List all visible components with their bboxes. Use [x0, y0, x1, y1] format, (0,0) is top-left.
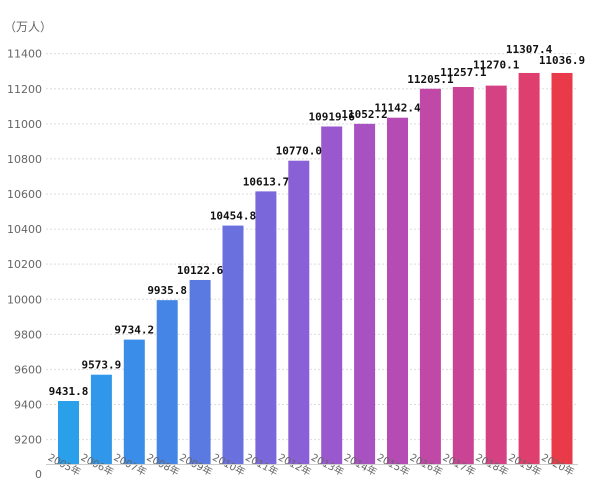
bar[interactable]: [58, 401, 79, 465]
bars: [58, 72, 573, 465]
data-label: 9431.8: [49, 385, 89, 398]
y-tick-label: 9600: [14, 363, 42, 376]
gridlines: [46, 53, 578, 441]
y-tick-label: 10800: [7, 153, 42, 166]
bar[interactable]: [156, 300, 178, 465]
y-tick-label: 10000: [7, 293, 42, 306]
data-label: 9935.8: [147, 284, 187, 297]
data-label: 10122.6: [177, 264, 224, 277]
y-tick-label: 10400: [7, 223, 42, 236]
bar[interactable]: [321, 126, 343, 465]
y-tick-label: 9400: [14, 399, 42, 412]
data-label: 11307.4: [506, 43, 553, 56]
data-label: 10919.6: [309, 110, 356, 123]
data-label: 11270.1: [473, 59, 520, 72]
bar[interactable]: [485, 85, 507, 465]
bar[interactable]: [452, 87, 474, 465]
bar[interactable]: [518, 72, 540, 465]
data-labels: 9431.8 9573.9 9734.2 9935.8 10122.6 10454.8 10…: [49, 43, 586, 398]
bar[interactable]: [551, 72, 573, 465]
bar[interactable]: [189, 279, 211, 465]
bar[interactable]: [288, 160, 310, 465]
data-label: 11036.9: [539, 54, 585, 67]
bar[interactable]: [354, 123, 376, 465]
data-label: 11052.2: [341, 108, 387, 121]
bar[interactable]: [123, 339, 145, 465]
bar[interactable]: [255, 191, 277, 465]
data-label: 10454.8: [210, 210, 256, 223]
bar[interactable]: [90, 374, 112, 465]
bar[interactable]: [222, 225, 244, 465]
data-label: 10770.0: [276, 145, 322, 158]
y-tick-label: 9200: [14, 434, 42, 447]
data-label: 11257.1: [440, 66, 487, 79]
data-label: 10613.7: [243, 175, 289, 188]
data-label: 9734.2: [114, 324, 154, 337]
data-label: 11142.4: [374, 102, 421, 115]
y-axis-unit: （万人）: [4, 20, 52, 34]
bar[interactable]: [387, 117, 408, 465]
y-tick-label: 0: [35, 468, 42, 481]
y-tick-label: 11200: [7, 83, 42, 96]
data-label: 9573.9: [82, 359, 122, 372]
y-tick-label: 11000: [7, 118, 42, 131]
y-tick-label: 10200: [7, 258, 42, 271]
y-tick-label: 10600: [7, 188, 42, 201]
y-axis-ticks: 0 9200 9400 9600 9800 10000 10200 10400 10600 108…: [7, 48, 42, 481]
data-label: 11205.1: [407, 73, 454, 86]
y-tick-label: 9800: [14, 328, 42, 341]
y-tick-label: 11400: [7, 48, 42, 61]
bar[interactable]: [419, 88, 441, 465]
